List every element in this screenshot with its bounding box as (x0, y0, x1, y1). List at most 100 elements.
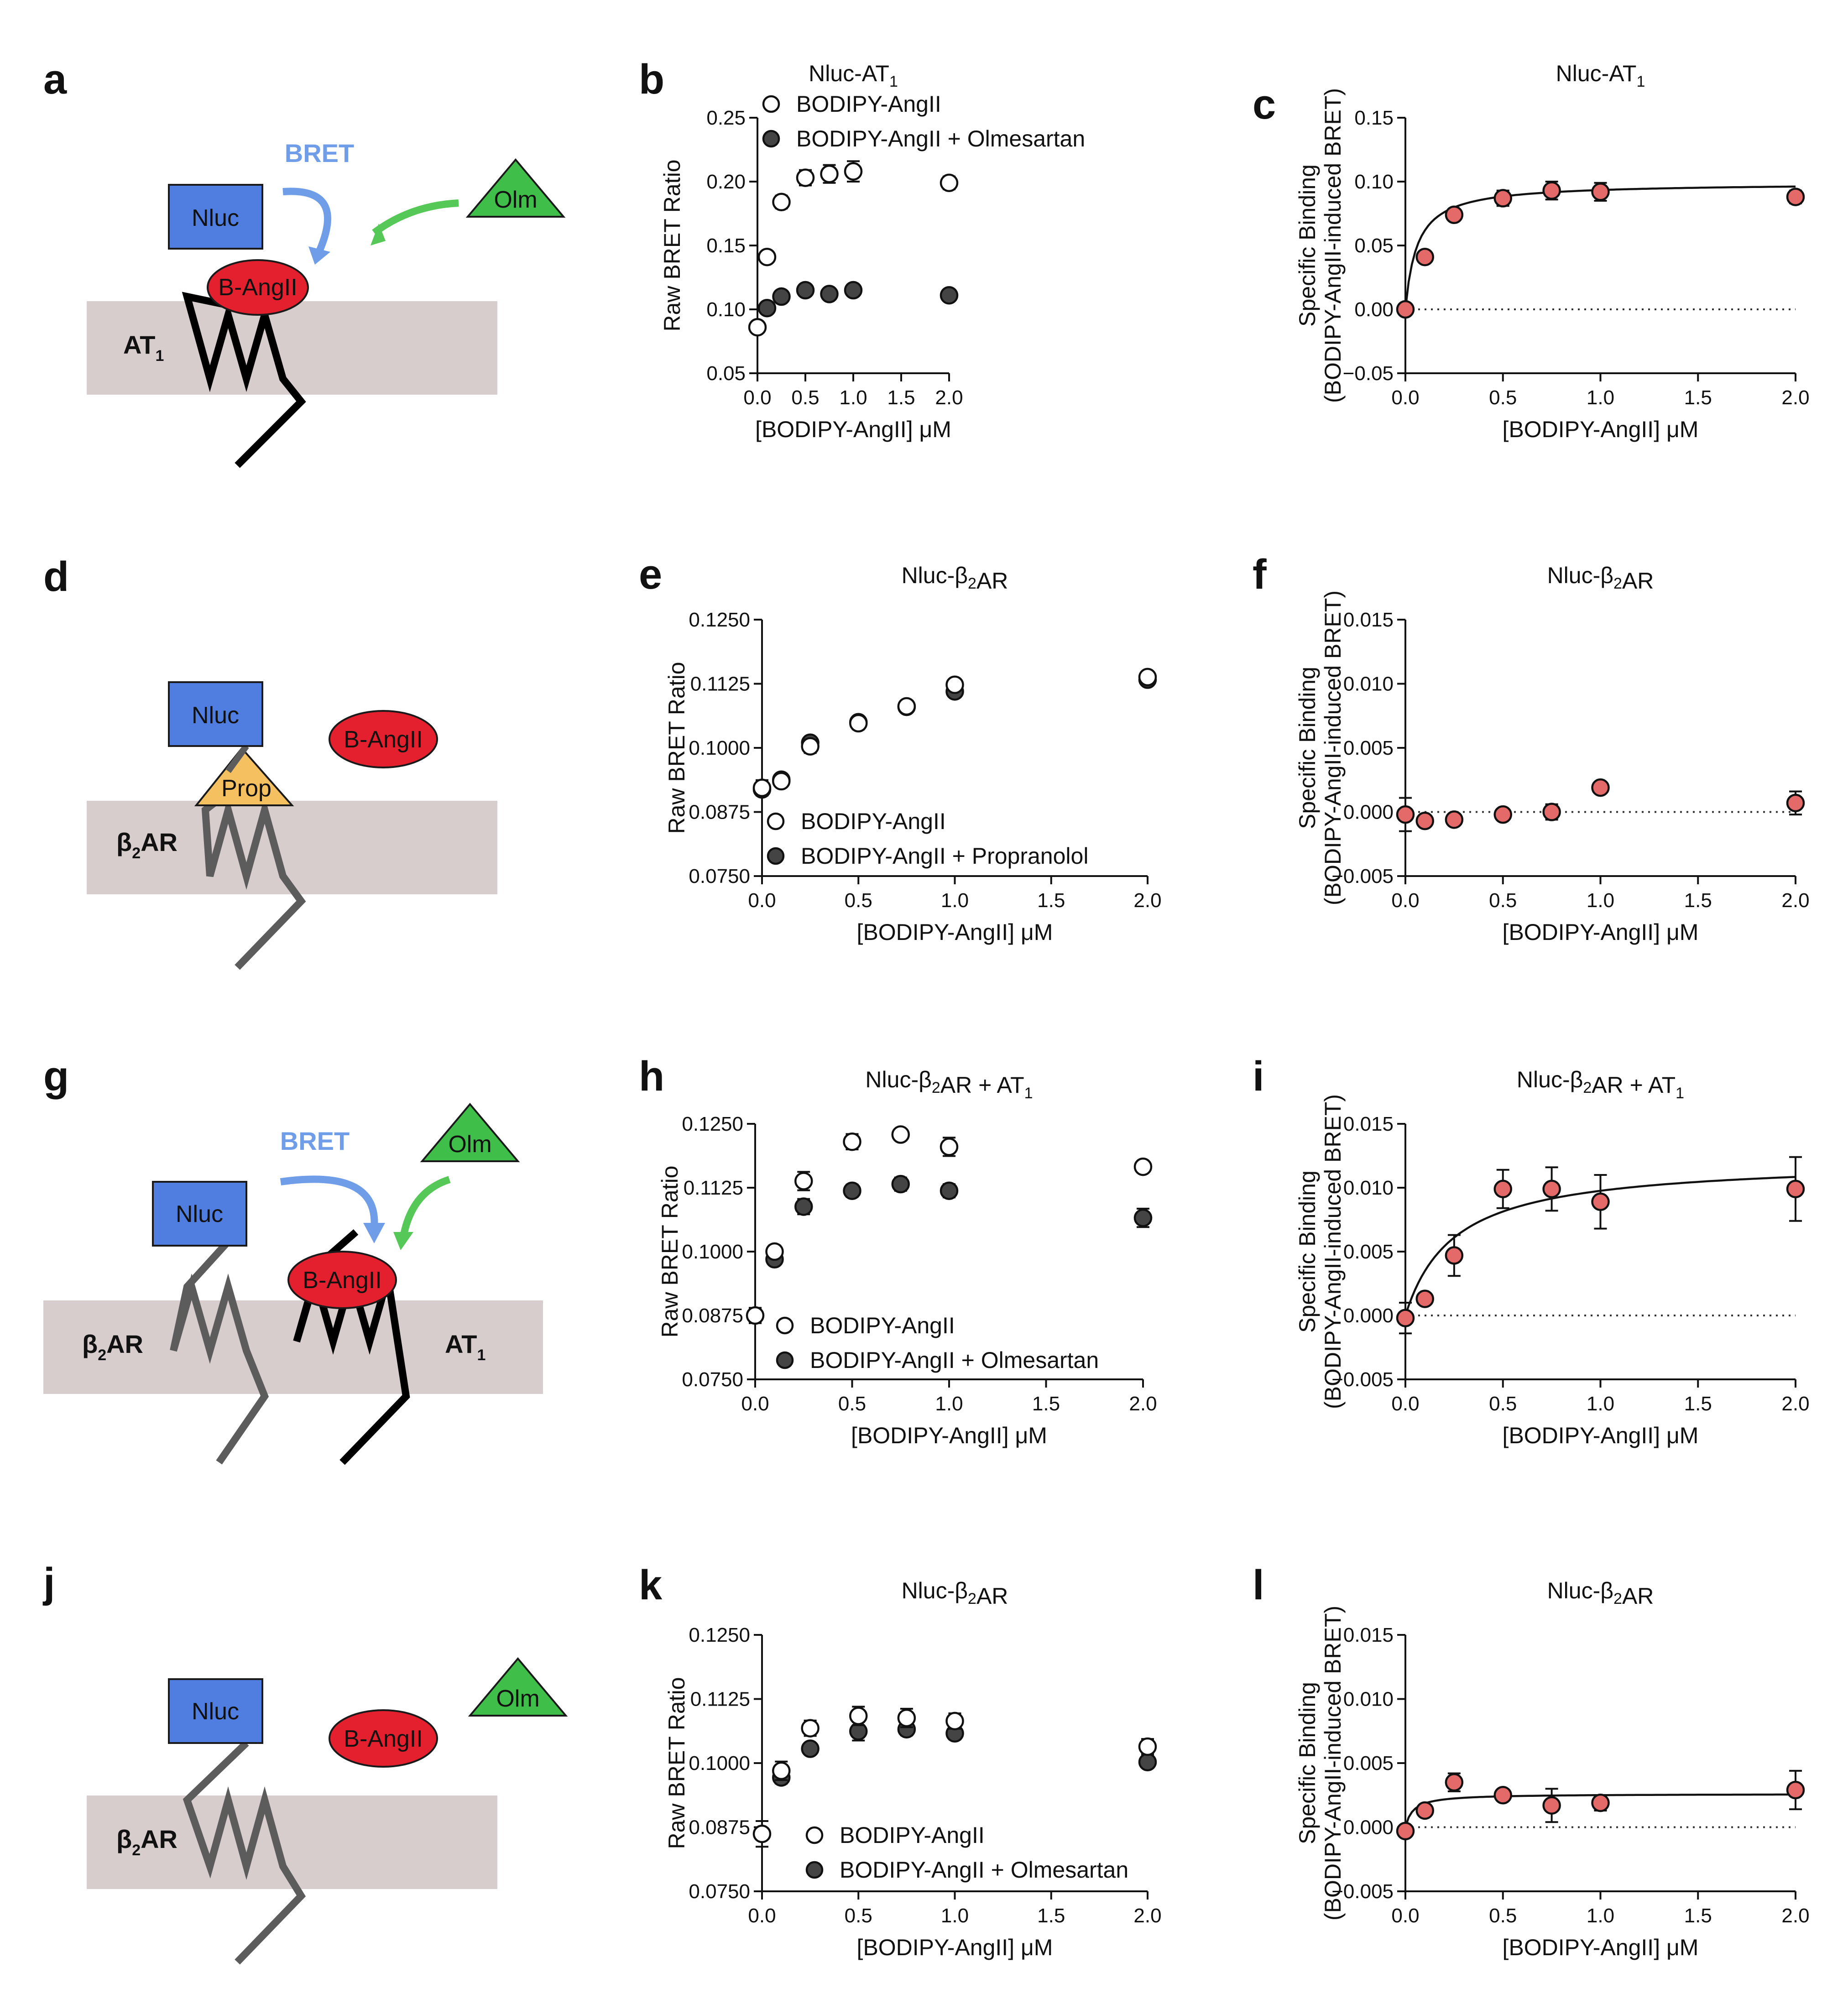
y-tick-label: 0.1250 (689, 1624, 750, 1646)
panel-letter-e: e (639, 551, 662, 598)
series-bodipy-angii (752, 668, 1157, 797)
legend-label: BODIPY-AngII (801, 809, 946, 834)
data-point (891, 1174, 910, 1194)
legend: BODIPY-AngII BODIPY-AngII + Olmesartan (776, 1313, 1099, 1373)
x-tick-label: 2.0 (1133, 889, 1161, 912)
panel-letter-f: f (1253, 551, 1267, 598)
x-tick-label: 1.0 (1587, 1393, 1614, 1415)
legend-label: BODIPY-AngII (810, 1313, 955, 1338)
series-bodipy-angii-olmesartan (772, 1720, 1157, 1787)
panel-letter-i: i (1253, 1053, 1264, 1100)
data-point (1542, 1796, 1561, 1815)
x-axis-label: [BODIPY-AngII] μM (755, 417, 951, 442)
y-tick-label: 0.10 (706, 298, 746, 321)
legend-label: BODIPY-AngII + Olmesartan (810, 1347, 1099, 1373)
fit-curve (1404, 185, 1796, 310)
x-axis-label: [BODIPY-AngII] μM (1503, 919, 1699, 945)
chart-title: Nluc-β2AR (1547, 1578, 1654, 1609)
x-tick-label: 2.0 (1781, 1905, 1809, 1927)
x-axis-label: [BODIPY-AngII] μM (857, 1935, 1053, 1960)
x-tick-label: 1.5 (1684, 386, 1712, 409)
y-tick-label: 0.0875 (682, 1305, 743, 1327)
chart-title: Nluc-AT1 (1556, 61, 1645, 90)
x-tick-label: 1.5 (1032, 1393, 1060, 1415)
x-axis-label: [BODIPY-AngII] μM (1503, 1935, 1699, 1960)
x-tick-label: 0.0 (1391, 386, 1419, 409)
y-tick-label: 0.010 (1343, 673, 1394, 695)
data-point (1445, 810, 1464, 829)
data-point (1786, 1780, 1805, 1800)
y-tick-label: 0.15 (706, 235, 746, 257)
data-point (801, 1739, 820, 1758)
data-point (772, 772, 791, 791)
charts: b Nluc-AT1 0.05 0.10 0.15 0.20 0.25 0.0 0.5 1.0 1.… (639, 56, 1810, 1960)
data-point (1138, 1753, 1157, 1772)
data-point (1542, 803, 1561, 821)
series-bodipy-angii (752, 1706, 1157, 1848)
data-point (940, 1138, 959, 1156)
data-point (1138, 1737, 1157, 1756)
y-tick-label: 0.20 (706, 171, 746, 193)
data-point (1786, 188, 1805, 206)
data-point (752, 778, 772, 797)
data-point (1542, 1180, 1561, 1199)
y-tick-label: 0.005 (1343, 1752, 1394, 1775)
y-tick-label: 0.1125 (684, 1177, 743, 1199)
data-point (1445, 1246, 1464, 1265)
y-axis-label: Raw BRET Ratio (657, 1166, 683, 1338)
x-tick-label: 1.0 (941, 1905, 969, 1927)
chart-title: Nluc-β2AR + AT1 (865, 1067, 1033, 1102)
data-point (1445, 205, 1464, 224)
legend: BODIPY-AngII BODIPY-AngII + Olmesartan (805, 1822, 1128, 1883)
nluc-box (168, 184, 263, 250)
series-specific (1396, 778, 1805, 832)
at1-receptor (182, 292, 306, 468)
data-point (843, 1132, 861, 1151)
bret-arrowhead (308, 246, 330, 265)
panel-letter-b: b (639, 56, 664, 103)
x-tick-label: 0.5 (1489, 1393, 1517, 1415)
x-tick-label: 1.0 (839, 386, 867, 409)
data-point (752, 1824, 772, 1843)
x-tick-label: 0.5 (1489, 889, 1517, 912)
olm-arrowhead (371, 224, 386, 245)
y-tick-label: −0.005 (1331, 1368, 1394, 1391)
receptor1-label: β2AR (82, 1330, 143, 1364)
x-tick-label: 0.5 (1489, 386, 1517, 409)
y-tick-label: 0.10 (1354, 171, 1394, 193)
x-tick-label: 0.5 (838, 1393, 866, 1415)
x-tick-label: 0.0 (1391, 1393, 1419, 1415)
chart-k: k Nluc-β2AR 0.0750 0.0875 0.1000 0.1125 0.1250… (639, 1562, 1162, 1960)
chart-e: e Nluc-β2AR 0.0750 0.0875 0.1000 0.1125 0.1250… (639, 551, 1162, 945)
nluc-label: Nluc (192, 702, 239, 729)
y-tick-label: 0.1250 (689, 609, 750, 631)
x-tick-label: 0.5 (791, 386, 819, 409)
data-point (1445, 1773, 1464, 1792)
receptor-label: β2AR (116, 1825, 177, 1859)
data-point (844, 162, 863, 181)
data-point (1415, 247, 1434, 266)
diagram-d: Prop Nluc B-AngII β2AR d (43, 553, 497, 970)
bret-arrow (280, 1175, 378, 1228)
data-point (849, 714, 868, 733)
chart-i: i Nluc-β2AR + AT1 −0.005 0.000 0.005 0.010 0.0… (1253, 1053, 1810, 1448)
olm-label: Olm (494, 187, 537, 213)
data-point (757, 298, 777, 318)
membrane (43, 1300, 543, 1394)
nluc-label: Nluc (192, 205, 239, 231)
panel-letter-c: c (1253, 81, 1276, 128)
olm-label: Olm (496, 1686, 539, 1712)
angii-label: B-AngII (344, 1726, 423, 1752)
x-tick-label: 2.0 (1129, 1393, 1157, 1415)
series-bodipy-angii (746, 1125, 1153, 1325)
x-axis-label: [BODIPY-AngII] μM (1503, 417, 1699, 442)
x-tick-label: 0.0 (748, 1905, 776, 1927)
angii-label: B-AngII (303, 1267, 381, 1294)
x-tick-label: 1.0 (1587, 386, 1614, 409)
legend-marker (767, 847, 785, 865)
legend-label: BODIPY-AngII + Propranolol (801, 843, 1088, 869)
legend-label: BODIPY-AngII + Olmesartan (796, 126, 1085, 151)
series-specific (1396, 181, 1805, 319)
data-point (1591, 183, 1610, 201)
x-tick-label: 0.0 (1391, 889, 1419, 912)
